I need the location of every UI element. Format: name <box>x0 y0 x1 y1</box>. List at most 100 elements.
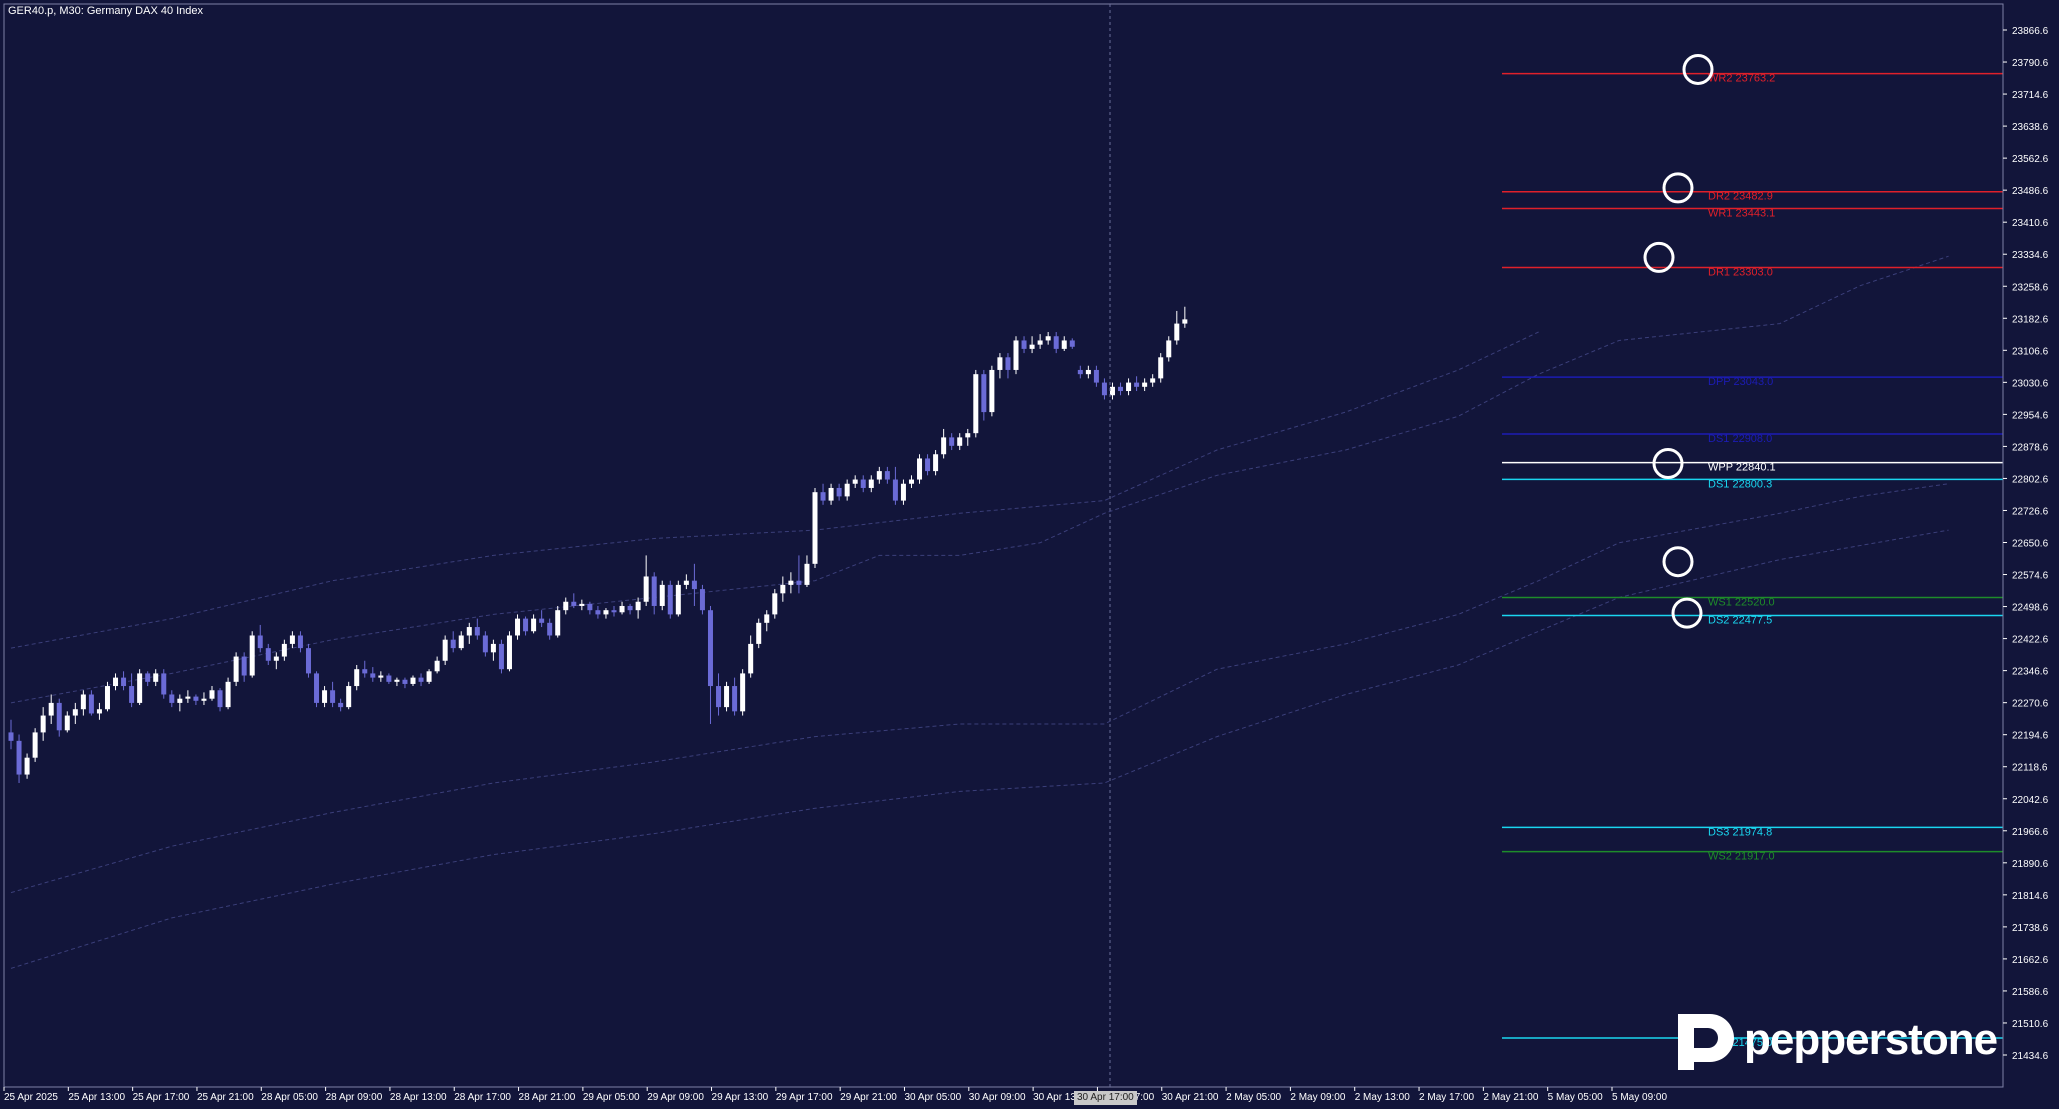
candle-body <box>563 601 569 611</box>
time-tick-label: 29 Apr 13:00 <box>712 1092 769 1103</box>
candle <box>257 624 263 653</box>
candle-body <box>892 479 898 501</box>
candle <box>651 572 657 615</box>
candle <box>788 572 794 594</box>
price-axis[interactable]: 23866.6 23790.6 23714.6 23638.6 23562.6 23486… <box>2002 4 2049 1087</box>
candle-body <box>330 690 336 703</box>
candle <box>1085 365 1091 379</box>
candle <box>707 605 713 724</box>
candle-body <box>997 357 1003 370</box>
candle <box>96 702 102 720</box>
pepperstone-logo: pepperstone <box>1670 1008 1998 1072</box>
candle <box>338 698 344 712</box>
marker-circle <box>1682 53 1714 85</box>
pivot-label: WS1 22520.0 <box>1708 597 1775 609</box>
candle <box>780 576 786 602</box>
candle <box>515 614 521 640</box>
candle <box>908 475 914 488</box>
candle-body <box>265 648 271 661</box>
price-tick-label: 23866.6 <box>2012 26 2049 37</box>
candle <box>547 618 553 640</box>
price-tick-label: 23790.6 <box>2012 58 2049 69</box>
candle-body <box>386 675 392 682</box>
candle-body <box>16 740 22 775</box>
price-tick-label: 22574.6 <box>2012 571 2049 582</box>
candle <box>868 475 874 493</box>
candle-body <box>933 454 939 472</box>
candle <box>1150 374 1156 387</box>
candle-body <box>868 479 874 488</box>
time-tick-label: 29 Apr 21:00 <box>840 1092 897 1103</box>
candle-body <box>418 677 424 682</box>
candle-body <box>683 580 689 585</box>
candle <box>603 608 609 619</box>
candle-body <box>104 686 110 710</box>
candle <box>1142 378 1148 392</box>
candle-body <box>659 584 665 606</box>
candle <box>402 677 408 689</box>
candle <box>619 601 625 615</box>
time-tick-label: 25 Apr 13:00 <box>68 1092 125 1103</box>
candle-body <box>973 374 979 434</box>
candle-body <box>523 618 529 632</box>
candle-body <box>88 694 94 714</box>
candle-body <box>161 673 167 695</box>
candle-body <box>498 643 504 670</box>
candle <box>506 631 512 672</box>
candle-body <box>547 622 553 636</box>
candle <box>418 673 424 687</box>
candle <box>820 483 826 505</box>
price-tick-label: 22954.6 <box>2012 410 2049 421</box>
candle <box>450 631 456 653</box>
candle <box>844 479 850 501</box>
time-tick-label: 2 May 13:00 <box>1355 1092 1410 1103</box>
time-tick-label: 5 May 09:00 <box>1612 1092 1667 1103</box>
time-tick-label: 2 May 09:00 <box>1290 1092 1345 1103</box>
candle <box>434 656 440 674</box>
candle <box>812 487 818 569</box>
candle <box>80 690 86 716</box>
candle-body <box>458 635 464 649</box>
candle-body <box>370 673 376 678</box>
candle <box>1077 365 1083 379</box>
candle <box>378 671 384 682</box>
candle-body <box>1077 369 1083 375</box>
price-tick-label: 22802.6 <box>2012 474 2049 485</box>
candle <box>740 669 746 716</box>
candle-body <box>346 686 352 708</box>
candle-body <box>402 679 408 684</box>
pivot-label: DR2 23482.9 <box>1708 191 1773 203</box>
time-tick-label: 2 May 21:00 <box>1483 1092 1538 1103</box>
price-tick-label: 22042.6 <box>2012 795 2049 806</box>
candle <box>314 671 320 708</box>
pivot-label: DS1 22800.3 <box>1708 478 1772 490</box>
price-tick-label: 21662.6 <box>2012 955 2049 966</box>
marker-circle <box>1652 448 1684 480</box>
candle <box>48 694 54 724</box>
pivot-label: WPP 22840.1 <box>1708 462 1776 474</box>
candle <box>732 677 738 716</box>
time-tick-label: 25 Apr 2025 <box>4 1092 58 1103</box>
candle-body <box>241 656 247 676</box>
candle <box>193 694 199 706</box>
pivot-label: DR1 23303.0 <box>1708 267 1773 279</box>
pivot-label: DS1 22908.0 <box>1708 433 1772 445</box>
price-tick-label: 23030.6 <box>2012 378 2049 389</box>
envelope-line-outer-lower <box>10 529 1949 969</box>
candle-body <box>1126 382 1132 392</box>
candle-body <box>1069 340 1075 347</box>
time-tick-label: 2 May 05:00 <box>1226 1092 1281 1103</box>
candle <box>1109 382 1115 400</box>
candle-body <box>748 643 754 674</box>
candle-body <box>804 563 810 585</box>
candle <box>1061 336 1067 351</box>
time-tick-label: 5 May 05:00 <box>1548 1092 1603 1103</box>
candle-body <box>314 673 320 703</box>
candle <box>1021 336 1027 354</box>
pivot-levels: WR2 23763.2 DR2 23482.9 WR1 23443.1 DR1 233… <box>1502 73 2003 1049</box>
candle <box>764 610 770 632</box>
candles <box>8 306 1188 783</box>
candle-body <box>1134 382 1140 387</box>
